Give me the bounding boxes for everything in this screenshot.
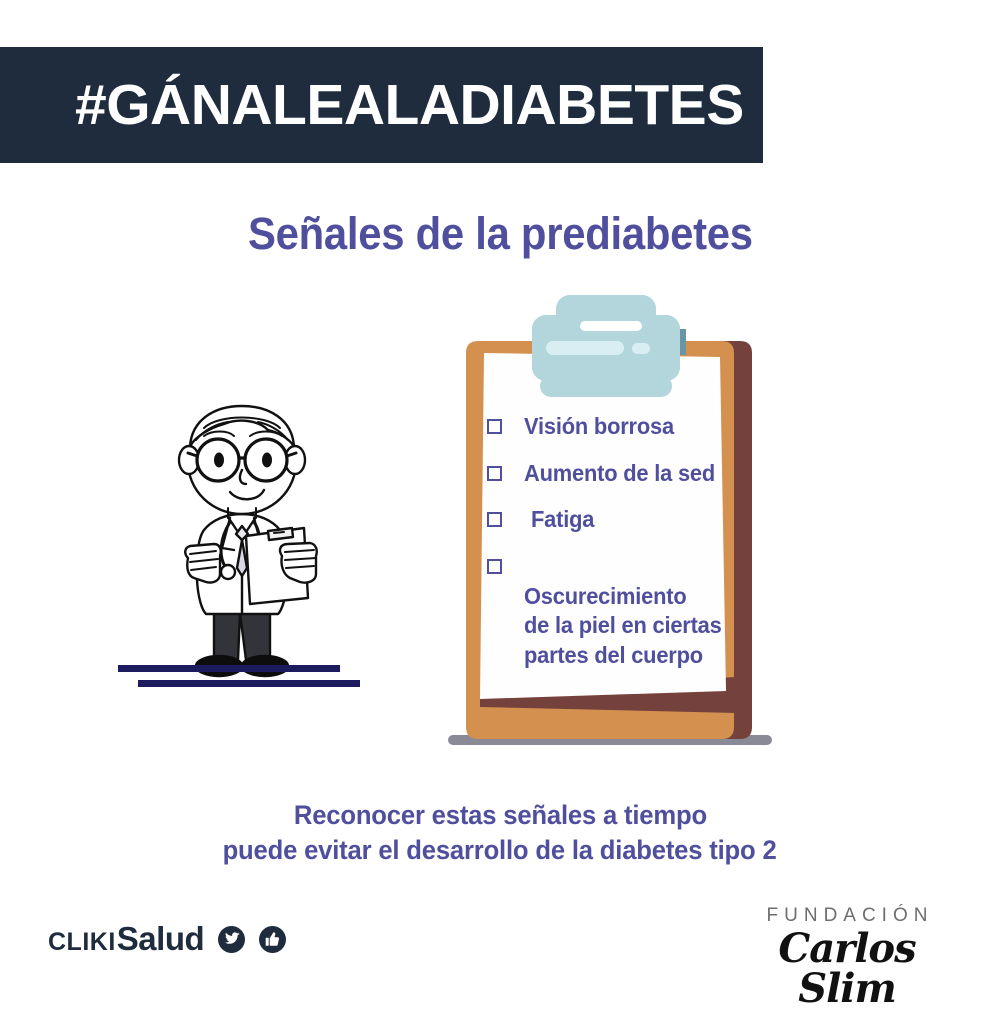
checkbox-icon[interactable] (487, 419, 502, 434)
ground-line-pair (118, 665, 360, 687)
clipboard-graphic (448, 295, 772, 745)
caption-line-1: Reconocer estas señales a tiempo (0, 798, 1000, 833)
logo-part-cliki: CLIKI (48, 928, 116, 956)
doctor-illustration (118, 398, 366, 698)
checkbox-icon[interactable] (487, 465, 502, 481)
twitter-icon[interactable] (218, 925, 246, 953)
caption-line-1-text: Reconocer estas señales a tiempo (293, 800, 707, 830)
footer-brand-group: CLIKI Salud (48, 920, 287, 958)
list-item[interactable]: Visión borrosa (487, 412, 747, 442)
page-title-label: Señales de la prediabetes (247, 208, 753, 259)
clip-highlight-top (580, 321, 642, 331)
clip-highlight-dot (632, 343, 650, 354)
logo-part-salud: Salud (116, 920, 205, 957)
list-item-text: Visión borrosa (524, 413, 674, 439)
banner-hashtag-text: #GÁNALEALADIABETES (75, 72, 744, 138)
checkbox-icon[interactable] (487, 558, 502, 574)
list-item-label: Oscurecimiento de la piel en ciertas par… (524, 552, 732, 700)
list-item-label: Visión borrosa (524, 412, 682, 442)
foundation-word: FUNDACIÓN (766, 905, 934, 926)
hashtag-banner: #GÁNALEALADIABETES (0, 47, 763, 163)
caption-block: Reconocer estas señales a tiempo puede e… (0, 798, 1000, 867)
foundation-signature: Carlos Slim (778, 925, 916, 1012)
list-item[interactable]: Aumento de la sed (487, 459, 747, 489)
checkbox-icon[interactable] (487, 512, 502, 528)
list-item-text: Aumento de la sed (524, 459, 716, 486)
clip-highlight-bar (546, 341, 624, 355)
list-item-label: Fatiga (524, 505, 598, 535)
clikisalud-logo[interactable]: CLIKI Salud (48, 920, 205, 958)
banner-ribbon-shape (0, 47, 763, 163)
foundation-logo: FUNDACIÓN Carlos Slim (732, 905, 962, 1009)
list-item-label: Aumento de la sed (524, 459, 725, 489)
caption-line-2-text: puede evitar el desarrollo de la diabete… (223, 834, 777, 865)
clipboard-illustration (440, 295, 780, 765)
banner-hashtag-label: #GÁNALEALADIABETES (75, 73, 744, 137)
list-item-text: Oscurecimiento de la piel en ciertas par… (524, 582, 722, 668)
caption-line-2: puede evitar el desarrollo de la diabete… (0, 833, 1000, 868)
thumbs-up-glyph (265, 931, 280, 946)
page-title: Señales de la prediabetes (0, 208, 1000, 260)
list-item[interactable]: Fatiga (487, 505, 747, 535)
doctor-figure (177, 404, 318, 678)
list-item-text: Fatiga (531, 506, 595, 533)
clipboard-paper (480, 353, 726, 699)
list-item[interactable]: Oscurecimiento de la piel en ciertas par… (487, 552, 747, 700)
symptom-checklist: Visión borrosa Aumento de la sed Fatiga … (487, 412, 747, 717)
twitter-bird-glyph (224, 932, 240, 944)
facebook-like-icon[interactable] (259, 925, 287, 953)
ground-lines (118, 655, 378, 697)
